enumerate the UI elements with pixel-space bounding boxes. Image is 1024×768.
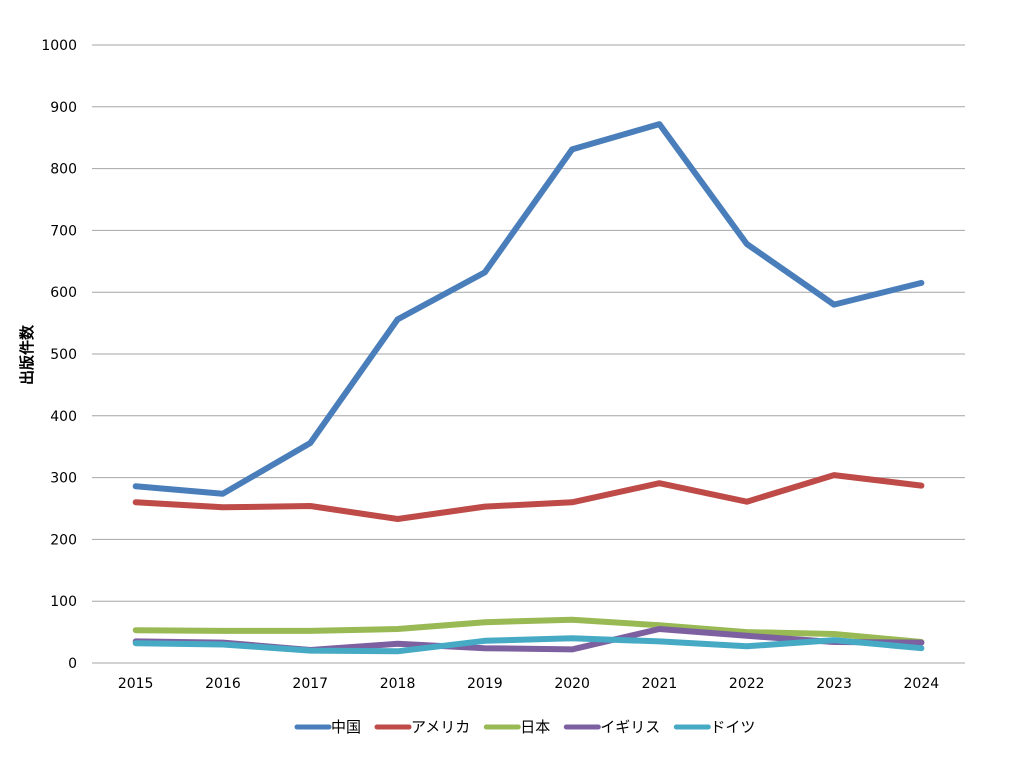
legend: 中国 アメリカ 日本 イギリス ドイツ — [294, 718, 755, 736]
series-line-4 — [132, 635, 925, 655]
legend-label: アメリカ — [411, 718, 470, 736]
legend-item: アメリカ — [374, 718, 470, 736]
legend-item: イギリス — [563, 718, 660, 736]
x-tick-label: 2020 — [554, 676, 590, 692]
y-tick-label: 400 — [50, 409, 77, 425]
x-tick-label: 2022 — [729, 676, 765, 692]
legend-item: ドイツ — [673, 718, 755, 736]
series-lines — [132, 121, 925, 655]
legend-item: 日本 — [483, 718, 550, 736]
y-tick-labels: 0 100 200 300 400 500 600 700 800 900 1000 — [41, 38, 77, 672]
x-tick-label: 2018 — [380, 676, 416, 692]
legend-item: 中国 — [294, 718, 361, 736]
y-tick-label: 1000 — [41, 38, 77, 54]
x-tick-label: 2023 — [816, 676, 852, 692]
legend-label: 中国 — [331, 718, 361, 736]
x-tick-label: 2015 — [118, 676, 154, 692]
y-tick-label: 300 — [50, 471, 77, 487]
y-tick-label: 500 — [50, 347, 77, 363]
x-tick-label: 2016 — [205, 676, 241, 692]
y-tick-label: 900 — [50, 100, 77, 116]
series-line-2 — [132, 616, 925, 645]
legend-label: イギリス — [600, 718, 660, 736]
x-tick-label: 2024 — [904, 676, 940, 692]
y-tick-label: 0 — [68, 656, 77, 672]
series-line-0 — [132, 121, 925, 497]
y-tick-label: 600 — [50, 285, 77, 301]
y-tick-label: 800 — [50, 162, 77, 178]
x-tick-labels: 2015 2016 2017 2018 2019 2020 2021 2022 2023 2024 — [118, 676, 939, 692]
x-tick-label: 2021 — [642, 676, 678, 692]
y-tick-label: 100 — [50, 594, 77, 610]
y-tick-label: 700 — [50, 223, 77, 239]
y-axis-title: 出版件数 — [18, 324, 36, 385]
legend-label: 日本 — [520, 718, 550, 736]
x-tick-label: 2017 — [292, 676, 328, 692]
y-tick-label: 200 — [50, 532, 77, 548]
x-tick-label: 2019 — [467, 676, 503, 692]
legend-label: ドイツ — [710, 718, 755, 736]
series-line-1 — [132, 472, 925, 522]
gridlines — [92, 44, 965, 664]
